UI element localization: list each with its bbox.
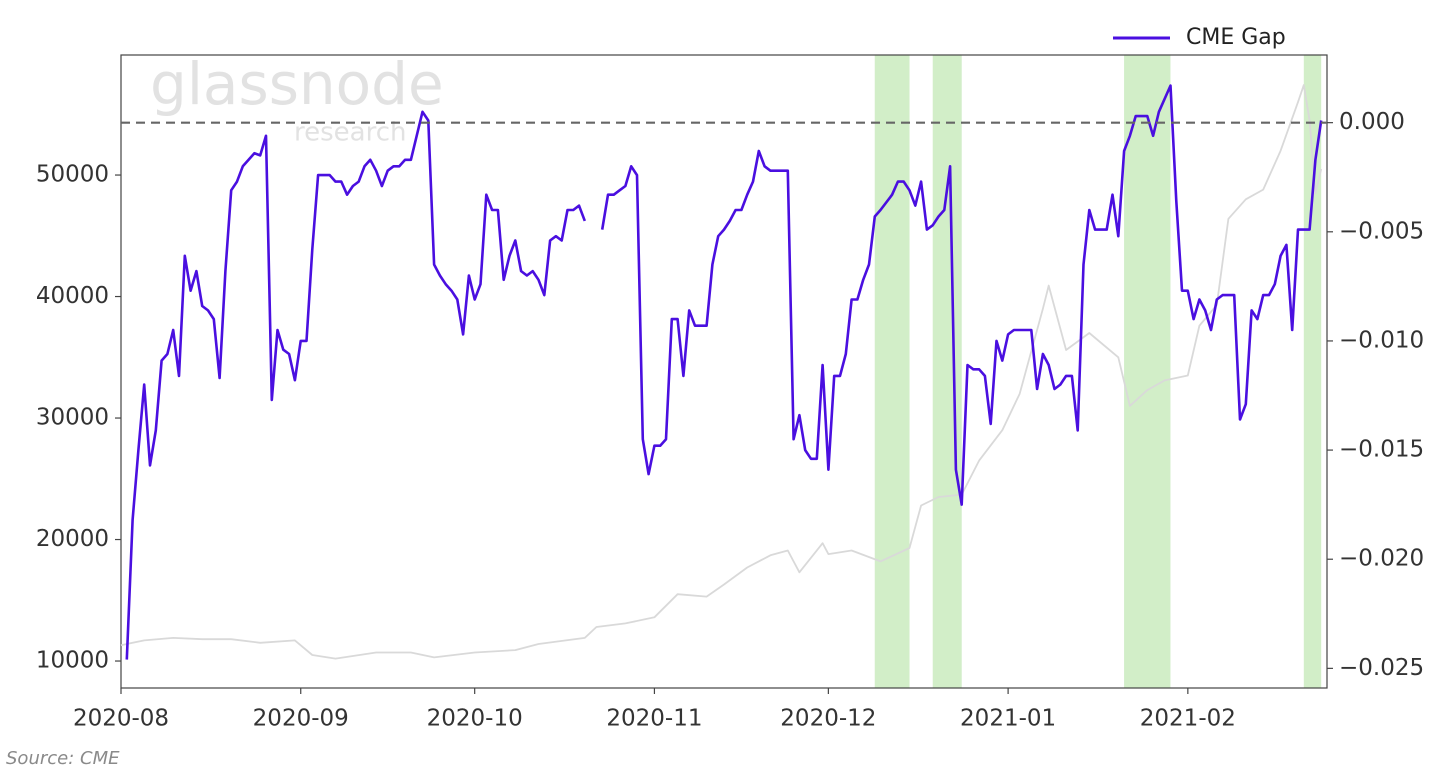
y2-tick-label: −0.010 bbox=[1339, 327, 1424, 353]
series-line bbox=[120, 84, 1323, 660]
y2-tick-label: −0.015 bbox=[1339, 437, 1424, 463]
legend-label: CME Gap bbox=[1186, 25, 1286, 50]
x-tick-label: 2020-11 bbox=[606, 706, 702, 732]
highlight-span bbox=[874, 55, 910, 688]
y-tick-label: 30000 bbox=[36, 405, 109, 431]
highlight-span bbox=[1124, 55, 1171, 688]
highlight-span bbox=[1303, 55, 1322, 688]
y2-tick-label: −0.020 bbox=[1339, 546, 1424, 572]
y-tick-label: 20000 bbox=[36, 526, 109, 552]
x-tick-label: 2020-09 bbox=[253, 706, 349, 732]
y-tick-label: 40000 bbox=[36, 283, 109, 309]
x-tick-label: 2020-10 bbox=[427, 706, 523, 732]
y2-tick-label: −0.005 bbox=[1339, 218, 1424, 244]
y2-tick-label: 0.000 bbox=[1339, 109, 1405, 135]
y-tick-label: 10000 bbox=[36, 648, 109, 674]
y2-tick-label: −0.025 bbox=[1339, 655, 1424, 681]
x-tick-label: 2020-12 bbox=[780, 706, 876, 732]
x-tick-label: 2021-02 bbox=[1140, 706, 1236, 732]
plot-frame bbox=[120, 54, 1328, 689]
x-tick-label: 2020-08 bbox=[73, 706, 169, 732]
source-note: Source: CME bbox=[6, 748, 120, 769]
y-tick-label: 50000 bbox=[36, 162, 109, 188]
series-line bbox=[125, 84, 1323, 660]
x-tick-label: 2021-01 bbox=[960, 706, 1056, 732]
highlight-span bbox=[932, 55, 962, 688]
highlight-layer bbox=[874, 55, 1322, 688]
watermark-brand: glassnode bbox=[150, 50, 444, 118]
